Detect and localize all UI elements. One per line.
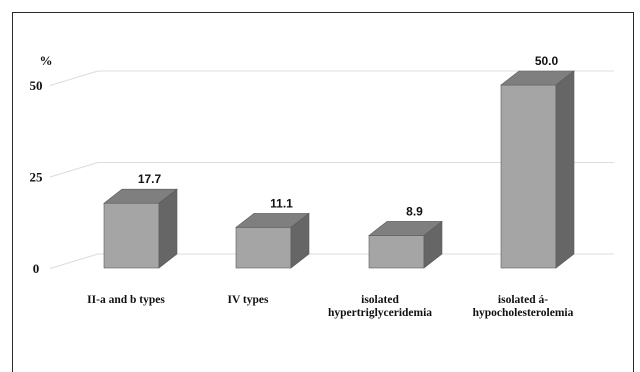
bar-front xyxy=(103,202,160,269)
chart-frame xyxy=(12,12,634,372)
y-tick-label: 0 xyxy=(33,261,40,276)
data-label: 17.7 xyxy=(138,172,162,186)
bar-2 xyxy=(235,212,310,269)
bar-front xyxy=(500,84,557,269)
data-label: 8.9 xyxy=(406,204,423,218)
y-unit-label: % xyxy=(40,53,53,68)
bar-4 xyxy=(500,70,575,269)
bar-front xyxy=(368,235,425,269)
bar-1 xyxy=(103,188,178,269)
bar-3 xyxy=(368,220,443,269)
bar-side xyxy=(555,70,575,269)
x-category-label: II-a and b types xyxy=(87,294,165,306)
data-label: 50.0 xyxy=(535,54,559,68)
gridline-depth-50 xyxy=(49,70,99,86)
y-tick-label: 50 xyxy=(30,78,43,93)
bar-side xyxy=(290,212,310,269)
x-category-label: IV types xyxy=(227,294,269,306)
x-category-label: isolated á-hypocholesterolemia xyxy=(473,294,574,319)
bar-side xyxy=(158,188,178,269)
bar-front xyxy=(235,227,292,269)
x-category-label: isolated hypertriglyceridemia xyxy=(328,294,432,319)
bar-side xyxy=(423,220,443,269)
data-label: 11.1 xyxy=(270,196,293,210)
bars xyxy=(103,70,575,269)
gridline-depth-0 xyxy=(49,253,99,269)
labels: 0 25 50% 17.7 II-a and b types 11.1 IV types 8.… xyxy=(30,53,574,319)
gridline-depth-25 xyxy=(49,162,99,178)
y-tick-label: 25 xyxy=(30,170,44,185)
